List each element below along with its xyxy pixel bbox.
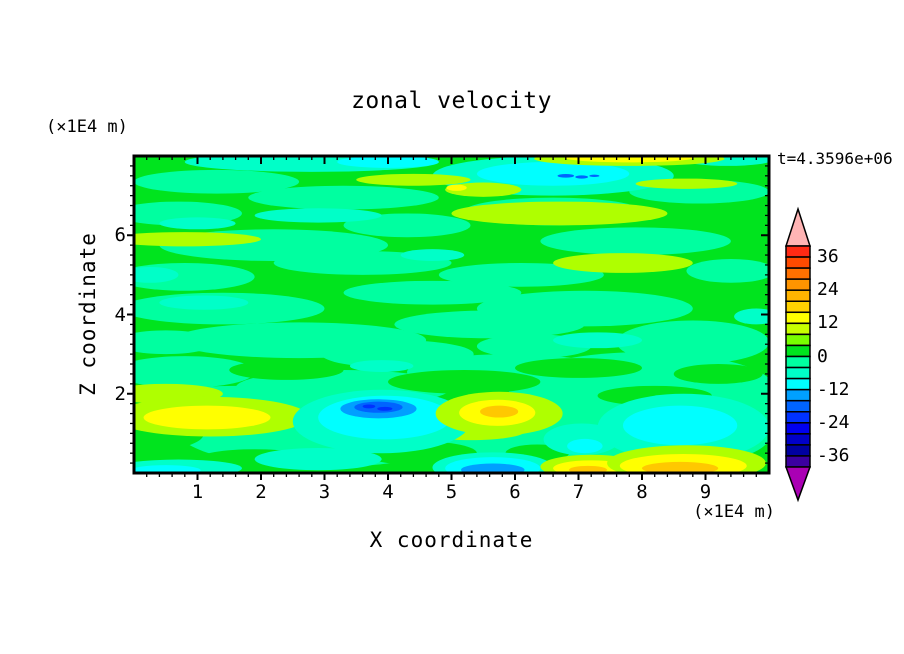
contour-streak [480,405,519,418]
colorbar-segment [785,388,811,402]
contour-streak [134,330,217,355]
contour-streak [589,174,600,178]
colorbar-segment [785,399,811,413]
colorbar-segment [785,245,811,258]
x-tick-label: 2 [255,481,267,503]
contour-streak [354,401,403,413]
chart-title: zonal velocity [351,88,552,114]
contour-streak [734,308,769,325]
contour-plot [127,154,771,480]
y-tick-label: 4 [114,303,126,326]
contour-streak [461,463,525,473]
contour-field [134,156,769,473]
colorbar-tick-label: 0 [817,345,828,367]
contour-streak [553,332,642,349]
contour-streak [686,259,769,283]
x-tick-label: 3 [318,481,331,503]
x-tick-label: 4 [382,481,394,503]
contour-streak [134,266,179,283]
colorbar-segment [785,278,811,291]
x-tick-label: 7 [572,481,585,503]
contour-streak [575,175,589,179]
contour-streak [134,465,201,473]
contour-streak [635,178,738,189]
contour-streak [254,208,382,223]
contour-streak [515,358,642,378]
colorbar-segment [785,300,811,314]
contour-streak [321,340,474,368]
colorbar-tick-label: 36 [817,246,839,268]
colorbar-segment [785,322,811,336]
colorbar-segment [785,355,811,369]
contour-streak [553,253,693,273]
contour-streak [446,184,467,191]
contour-streak [343,280,522,305]
contour-streak [388,369,541,394]
colorbar-tick-label: 24 [817,279,839,301]
colorbar-segment [785,411,811,424]
axis-ticks [127,156,769,480]
contour-streak [568,465,608,473]
contour-streak [254,448,382,471]
colorbar-segment [785,256,811,269]
y-tick-label: 2 [114,382,126,405]
colorbar-over-arrow [784,206,812,247]
contour-streak [134,232,261,247]
colorbar-tick-label: -36 [817,444,850,466]
colorbar-segment [785,433,811,446]
colorbar-segment [785,366,811,380]
contour-streak [229,360,344,380]
contour-streak [642,461,719,473]
contour-streak [567,438,603,454]
colorbar-tick-label: 12 [817,312,839,334]
contour-streak [159,295,249,310]
contour-streak [622,405,738,446]
contour-streak [540,227,731,256]
colorbar-segment [785,311,811,325]
contour-streak [377,406,393,411]
colorbar-tick-label: -12 [817,378,850,400]
x-tick-label: 8 [636,481,648,503]
contour-streak [476,290,693,327]
contour-streak [356,173,471,186]
x-axis-title: X coordinate [369,528,534,552]
contour-streak [557,174,575,178]
contour-streak [248,185,439,210]
contour-streak [362,404,376,409]
colorbar-segment [785,333,811,347]
colorbar-segment [785,267,811,280]
colorbar-segment [785,377,811,391]
contour-streak [134,356,255,388]
colorbar-tick-label: -24 [817,411,850,433]
y-tick-label: 6 [114,224,126,247]
contour-streak [343,213,471,238]
colorbar-segment [785,455,811,468]
contour-streak [673,364,763,384]
contour-streak [159,217,236,230]
x-tick-label: 9 [699,481,712,503]
time-annotation: t=4.3596e+06 [777,149,893,168]
colorbar-segment [785,422,811,435]
contour-streak [143,405,271,430]
x-axis-unit-label: (×1E4 m) [693,502,775,522]
contour-streak [134,169,300,194]
x-tick-label: 5 [445,481,458,503]
colorbar-under-arrow [784,466,812,503]
colorbar [784,206,812,503]
colorbar-segment [785,344,811,358]
contour-streak [451,201,668,226]
contour-streak [349,360,414,372]
colorbar-segment [785,444,811,457]
x-tick-label: 1 [191,481,204,503]
contour-streak [438,262,604,287]
contour-streak [476,161,630,186]
colorbar-segment [785,289,811,302]
y-axis-unit-label: (×1E4 m) [46,117,128,137]
x-tick-label: 6 [509,481,521,503]
contour-streak [400,249,465,262]
